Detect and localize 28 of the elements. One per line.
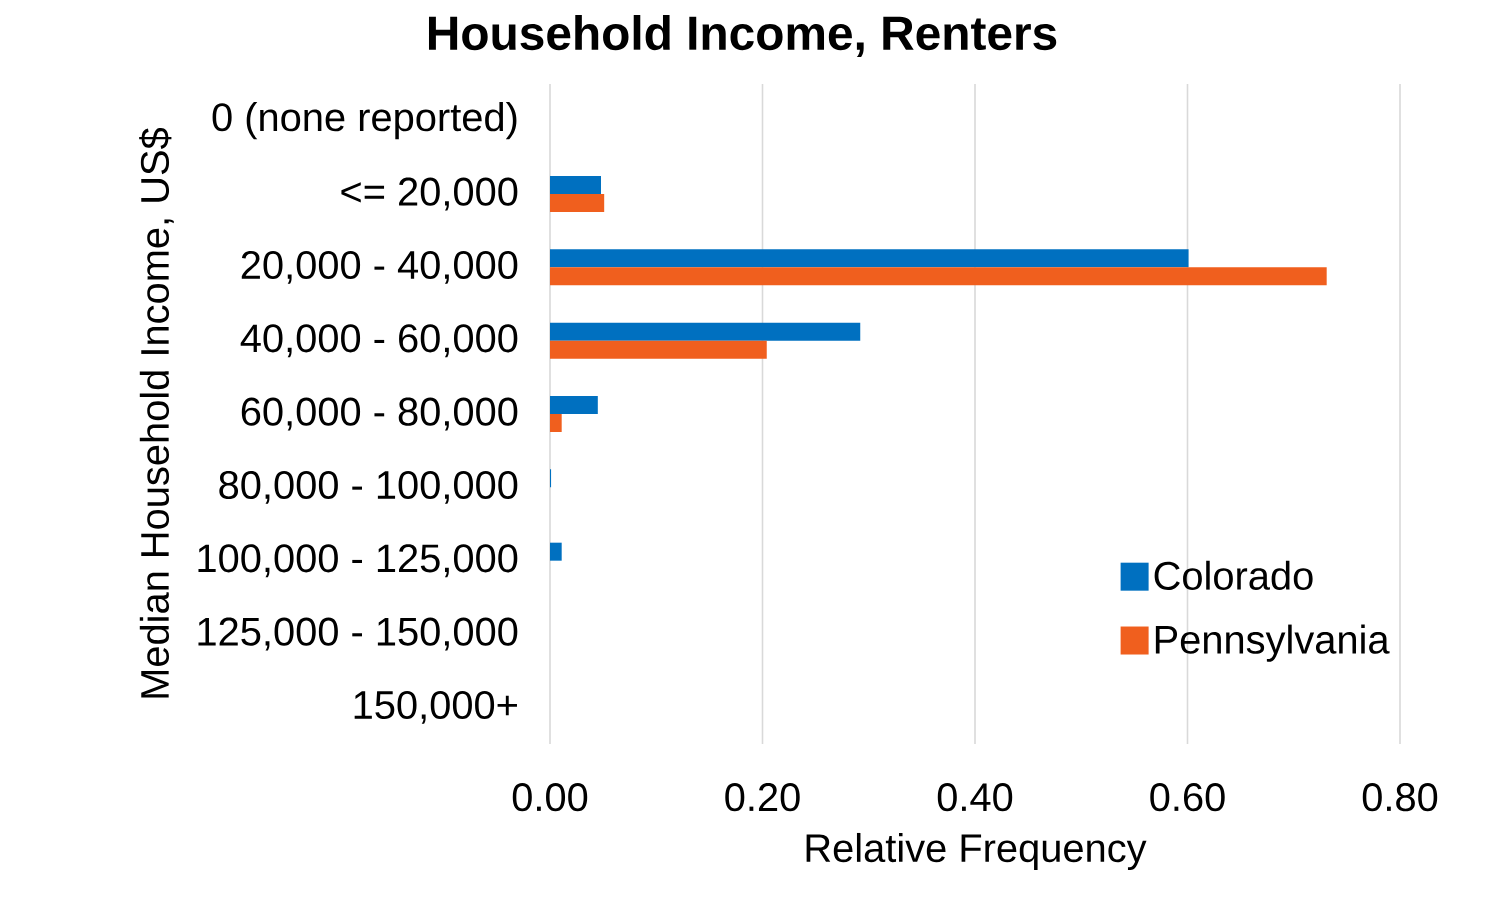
y-tick-label: 125,000 - 150,000: [198, 617, 518, 651]
bar: [550, 267, 1327, 286]
y-tick-label: 100,000 - 125,000: [198, 544, 518, 578]
y-tick-label: 150,000+: [354, 690, 517, 724]
bar: [550, 194, 605, 213]
chart-title: Household Income, Renters: [428, 15, 1057, 58]
y-tick-label: 20,000 - 40,000: [241, 250, 518, 284]
bar: [550, 396, 598, 415]
x-tick-label: 0.60: [1150, 783, 1225, 812]
bar: [550, 176, 601, 195]
x-tick-label: 0.80: [1362, 783, 1438, 812]
y-axis-title: Median Household Income, US$: [139, 127, 174, 698]
legend-label: Pennsylvania: [1155, 624, 1390, 662]
x-tick-label: 0.20: [725, 783, 800, 812]
x-tick-label: 0.40: [937, 783, 1013, 812]
y-tick-label: 0 (none reported): [212, 102, 517, 140]
y-tick-label: 60,000 - 80,000: [241, 397, 518, 431]
x-axis-title: Relative Frequency: [806, 832, 1147, 871]
bar: [550, 322, 861, 341]
y-tick-label: 80,000 - 100,000: [219, 470, 518, 504]
bar: [550, 542, 562, 561]
legend-label: Colorado: [1154, 560, 1313, 590]
bar: [550, 414, 562, 433]
y-tick-label: <= 20,000: [341, 177, 518, 211]
y-tick-label: 40,000 - 60,000: [240, 324, 518, 358]
x-tick-label: 0.00: [512, 783, 588, 812]
bar: [550, 340, 767, 359]
bar: [550, 249, 1189, 268]
